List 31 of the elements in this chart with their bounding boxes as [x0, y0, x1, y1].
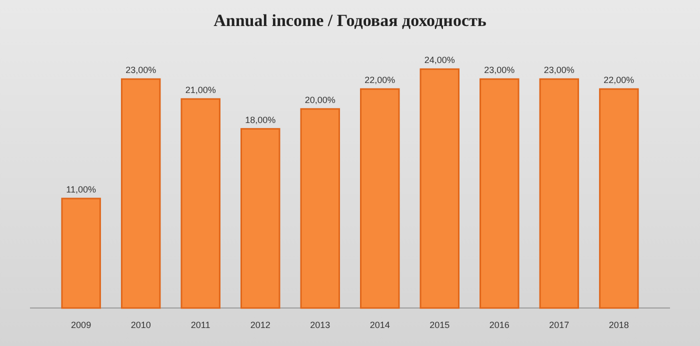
bar	[300, 108, 340, 309]
x-tick-label: 2012	[250, 320, 270, 330]
bar	[420, 68, 460, 309]
data-label: 18,00%	[245, 114, 276, 125]
bar	[120, 78, 161, 309]
bar	[360, 88, 400, 309]
bar	[61, 198, 101, 309]
bar	[180, 98, 220, 309]
x-tick-label: 2018	[608, 320, 629, 330]
x-tick-label: 2011	[190, 320, 210, 330]
chart-title: Annual income / Годовая доходность	[214, 11, 486, 30]
data-label: 23,00%	[126, 65, 156, 76]
bar	[480, 78, 520, 309]
bar	[539, 78, 580, 309]
x-tick-label: 2015	[430, 320, 450, 330]
bar	[599, 88, 639, 309]
data-label: 11,00%	[66, 184, 96, 195]
x-tick-label: 2010	[130, 320, 151, 330]
data-label: 22,00%	[364, 75, 396, 86]
data-label: 23,00%	[544, 65, 574, 76]
data-label: 21,00%	[185, 84, 216, 95]
data-label: 20,00%	[304, 94, 336, 105]
x-tick-label: 2016	[489, 320, 510, 330]
x-tick-label: 2013	[310, 320, 330, 330]
data-label: 23,00%	[484, 65, 515, 76]
bar	[240, 128, 280, 309]
x-tick-label: 2017	[549, 320, 570, 330]
data-label: 22,00%	[604, 75, 634, 86]
x-tick-label: 2014	[370, 320, 390, 330]
data-label: 24,00%	[424, 55, 455, 66]
x-tick-label: 2009	[71, 320, 92, 330]
